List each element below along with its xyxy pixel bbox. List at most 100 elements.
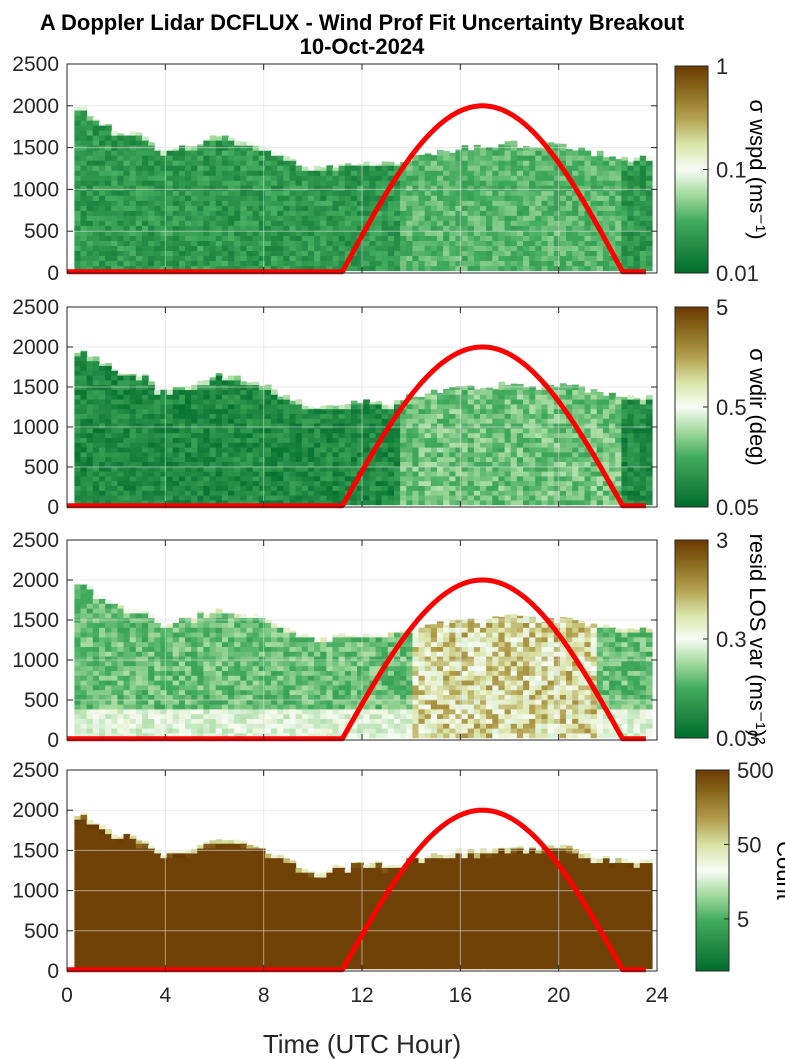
heatmap-cell [246,205,254,211]
heatmap-cell [74,399,82,405]
heatmap-cell [498,471,506,477]
heatmap-cell [645,456,653,462]
heatmap-cell [615,220,622,226]
heatmap-cell [295,215,303,221]
heatmap-cell [92,622,100,628]
heatmap-cell [264,265,272,272]
heatmap-cell [516,399,524,405]
heatmap-cell [209,180,217,186]
heatmap-cell [369,408,377,414]
heatmap-cell [449,461,456,467]
heatmap-cell [86,723,94,729]
heatmap-cell [148,389,155,395]
heatmap-cell [529,155,536,161]
heatmap-cell [92,118,100,121]
heatmap-cell [430,413,438,419]
heatmap-cell [504,210,512,216]
heatmap-cell [602,413,610,419]
heatmap-cell [486,456,493,462]
heatmap-cell [375,432,383,438]
heatmap-cell [350,437,358,443]
heatmap-cell [633,495,641,501]
heatmap-cell [344,195,352,201]
heatmap-cell [387,215,395,221]
heatmap-cell [172,220,180,226]
heatmap-cell [271,190,278,196]
heatmap-cell [289,408,297,414]
heatmap-cell [400,418,407,424]
heatmap-cell [449,447,456,453]
heatmap-cell [430,451,438,458]
heatmap-cell [326,175,334,181]
heatmap-cell [498,245,506,251]
heatmap-cell [74,641,82,647]
heatmap-cell [197,205,204,211]
heatmap-cell [547,250,555,256]
heatmap-cell [80,699,88,705]
heatmap-cell [559,175,567,181]
heatmap-cell [344,235,352,241]
heatmap-cell [559,250,567,256]
heatmap-cell [516,461,524,467]
heatmap-cell [566,456,573,462]
heatmap-cell [191,403,198,410]
heatmap-cell [105,466,112,472]
heatmap-cell [559,220,567,226]
heatmap-cell [578,225,585,231]
heatmap-cell [277,480,284,486]
heatmap-cell [338,432,346,438]
heatmap-cell [418,427,426,434]
heatmap-cell [449,394,456,400]
heatmap-cell [258,200,266,206]
heatmap-cell [547,437,555,443]
heatmap-cell [633,230,641,236]
heatmap-cell [504,403,512,410]
heatmap-cell [99,485,106,491]
heatmap-cell [584,451,592,458]
heatmap-cell [111,265,118,272]
heatmap-cell [99,180,106,186]
heatmap-cell [498,255,506,261]
heatmap-cell [350,175,358,181]
heatmap-cell [602,205,610,211]
heatmap-cell [510,451,518,458]
heatmap-cell [80,418,88,424]
heatmap-cell [535,180,542,186]
colorbar-tick-label: 5 [716,295,728,320]
heatmap-cell [105,636,112,643]
heatmap-cell [639,200,647,206]
heatmap-cell [344,418,352,424]
heatmap-cell [504,250,512,256]
heatmap-cell [203,215,211,221]
heatmap-cell [572,485,579,491]
heatmap-cell [142,230,149,236]
heatmap-cell [615,215,622,221]
heatmap-cell [86,365,94,371]
heatmap-cell [639,235,647,241]
heatmap-cell [437,490,444,496]
heatmap-cell [584,418,592,424]
heatmap-cell [578,423,585,429]
heatmap-cell [535,471,542,477]
heatmap-cell [363,210,370,216]
heatmap-cell [566,385,573,390]
heatmap-cell [178,451,186,458]
heatmap-cell [510,389,518,395]
heatmap-cell [111,150,118,156]
heatmap-cell [74,588,82,595]
heatmap-cell [221,250,229,256]
heatmap-cell [191,220,198,226]
heatmap-cell [148,210,155,216]
heatmap-cell [307,265,315,272]
heatmap-cell [516,210,524,216]
heatmap-cell [135,265,143,272]
heatmap-cell [258,403,266,410]
heatmap-cell [559,143,567,146]
heatmap-cell [566,475,573,482]
heatmap-cell [277,485,284,491]
heatmap-cell [99,704,106,710]
heatmap-cell [467,385,475,390]
heatmap-cell [307,250,315,256]
heatmap-cell [615,432,622,438]
heatmap-cell [123,423,131,429]
